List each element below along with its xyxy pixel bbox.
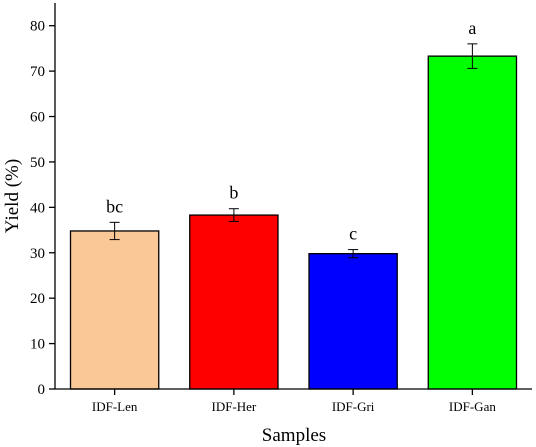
y-axis-ticks: 0 10 20 30 40 50 60 70 80 bbox=[30, 19, 55, 398]
bars bbox=[69, 55, 518, 390]
bar-idf-her bbox=[189, 214, 279, 390]
y-tick-label: 30 bbox=[30, 246, 45, 262]
y-tick-label: 70 bbox=[30, 64, 45, 80]
x-tick-label-idf-gri: IDF-Gri bbox=[332, 399, 375, 414]
x-axis-tick-labels: IDF-Len IDF-Her IDF-Gri IDF-Gan bbox=[92, 389, 496, 414]
significance-label-idf-gri: c bbox=[349, 224, 357, 244]
y-tick-label: 60 bbox=[30, 110, 45, 126]
error-bars bbox=[109, 43, 478, 259]
y-tick-label: 40 bbox=[30, 200, 45, 216]
significance-label-idf-her: b bbox=[229, 183, 238, 203]
y-tick-label: 80 bbox=[30, 19, 45, 35]
significance-label-idf-len: bc bbox=[106, 196, 123, 216]
bar-idf-len bbox=[69, 230, 160, 390]
y-tick-label: 50 bbox=[30, 155, 45, 171]
x-tick-label-idf-len: IDF-Len bbox=[92, 399, 138, 414]
y-axis-title: Yield (%) bbox=[2, 159, 23, 233]
bar-idf-gan bbox=[427, 55, 518, 390]
y-tick-label: 10 bbox=[30, 337, 45, 353]
significance-label-idf-gan: a bbox=[468, 18, 476, 38]
x-tick-label-idf-her: IDF-Her bbox=[211, 399, 256, 414]
x-axis-title: Samples bbox=[262, 425, 326, 446]
bar-idf-gri bbox=[308, 253, 398, 390]
x-tick-label-idf-gan: IDF-Gan bbox=[449, 399, 496, 414]
y-tick-label: 20 bbox=[30, 291, 45, 307]
y-tick-label: 0 bbox=[38, 382, 46, 398]
